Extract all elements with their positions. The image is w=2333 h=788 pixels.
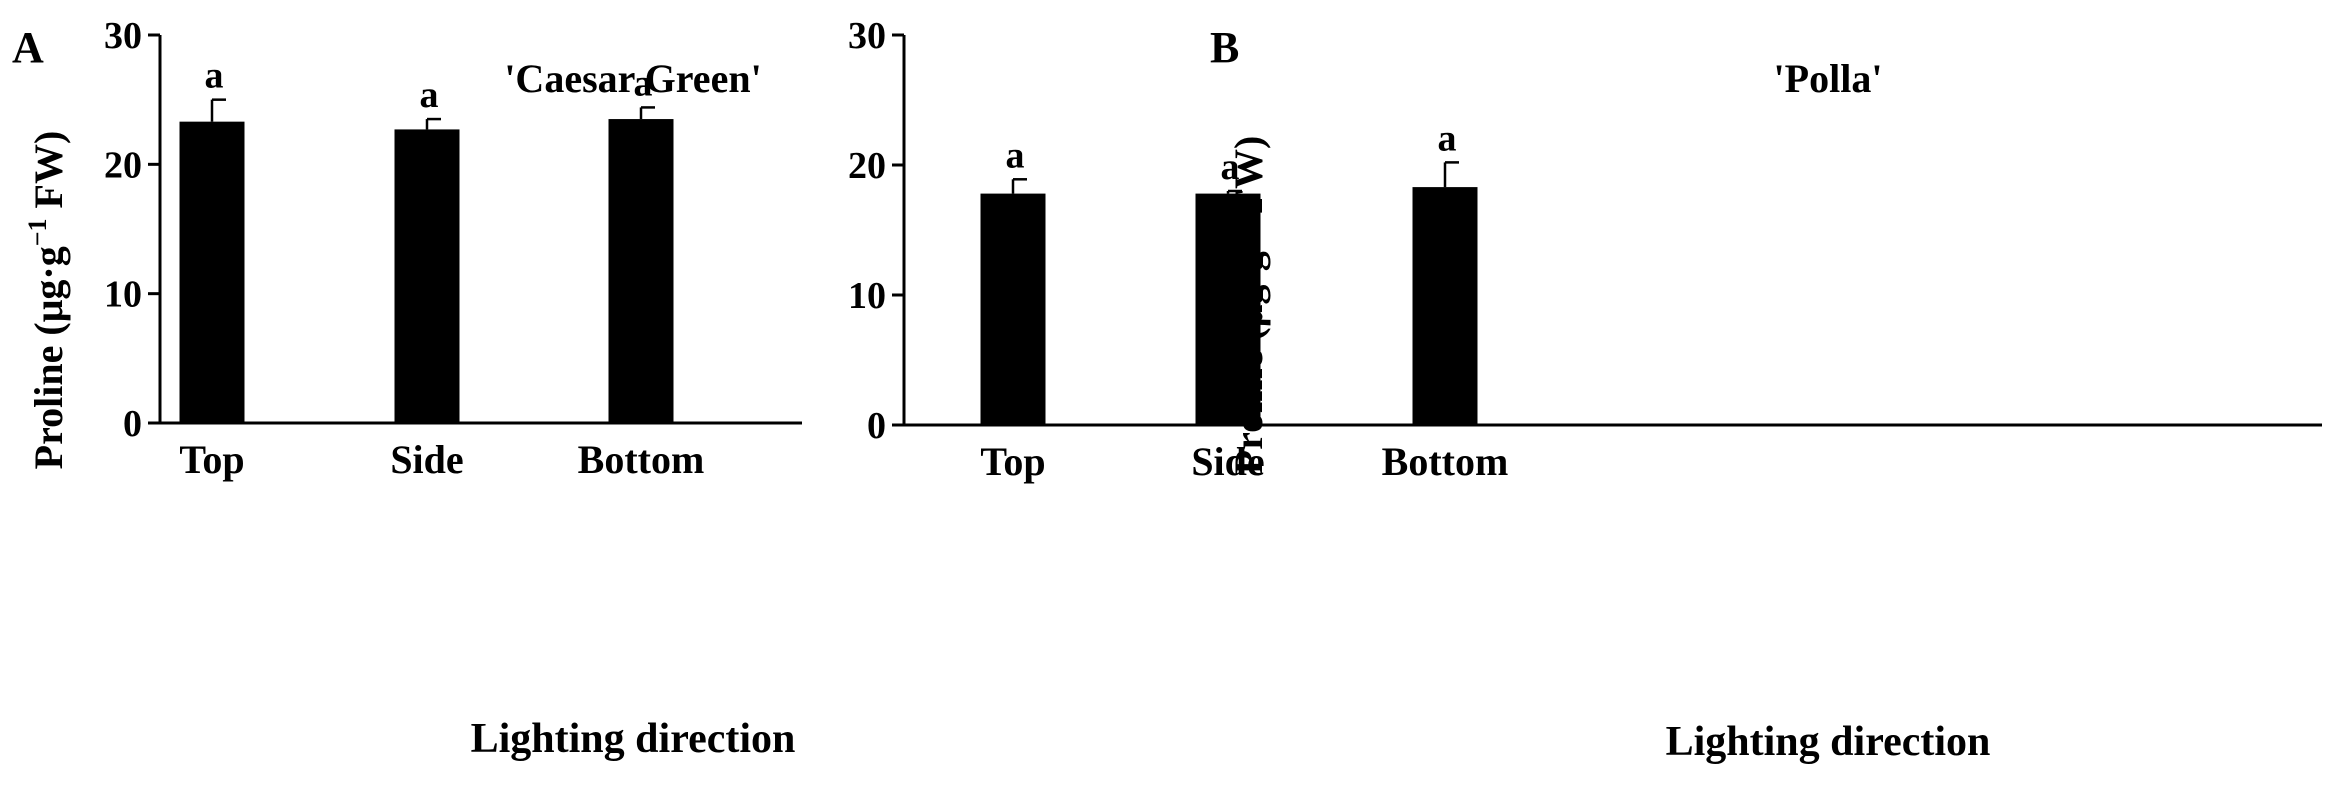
x-tick-label: Top: [980, 439, 1045, 484]
y-tick-label: 20: [848, 145, 886, 187]
bar: [179, 121, 245, 424]
bar: [1412, 187, 1478, 425]
panel-label: B: [1210, 23, 1239, 72]
panel-b: B 'Polla' Proline (μg·g−1 FW) Lighting d…: [848, 15, 2322, 765]
panel-label: A: [12, 23, 44, 72]
y-tick-label: 20: [104, 144, 142, 186]
significance-label: a: [205, 55, 224, 97]
significance-label: a: [634, 62, 653, 104]
x-tick-label: Top: [179, 437, 244, 482]
x-tick-label: Bottom: [1382, 439, 1509, 484]
chart-title: 'Caesar Green': [504, 56, 761, 101]
significance-label: a: [1006, 134, 1025, 176]
x-tick-label: Bottom: [578, 437, 705, 482]
bar: [394, 129, 460, 423]
y-tick-label: 30: [848, 15, 886, 57]
y-axis-label-end: FW): [26, 131, 71, 219]
y-tick-label: 30: [104, 15, 142, 57]
panel-a: A 'Caesar Green' Proline (μg·g−1 FW) Lig…: [12, 15, 802, 762]
y-tick-label: 10: [848, 275, 886, 317]
y-axis-label: Proline (μg·g−1 FW): [23, 131, 71, 470]
y-axis-label-sup: −1: [23, 218, 52, 246]
significance-label: a: [1221, 146, 1240, 188]
x-tick-label: Side: [1191, 439, 1264, 484]
y-tick-label: 0: [867, 405, 886, 447]
bar: [980, 193, 1046, 425]
plot-area: 0 10 20 30 a Top a Side a Bottom: [848, 15, 2322, 484]
significance-label: a: [420, 74, 439, 116]
bar: [608, 119, 674, 424]
y-tick-label: 10: [104, 274, 142, 316]
plot-area: 0 10 20 30 a Top a Side a Bottom: [104, 15, 802, 482]
y-axis-label-main: Proline (μg·g: [26, 246, 71, 469]
y-tick-label: 0: [123, 403, 142, 445]
chart-title: 'Polla': [1774, 56, 1883, 101]
significance-label: a: [1438, 117, 1457, 159]
x-axis-label: Lighting direction: [471, 716, 796, 762]
x-axis-label: Lighting direction: [1666, 719, 1991, 765]
x-tick-label: Side: [390, 437, 463, 482]
bar: [1195, 193, 1261, 425]
